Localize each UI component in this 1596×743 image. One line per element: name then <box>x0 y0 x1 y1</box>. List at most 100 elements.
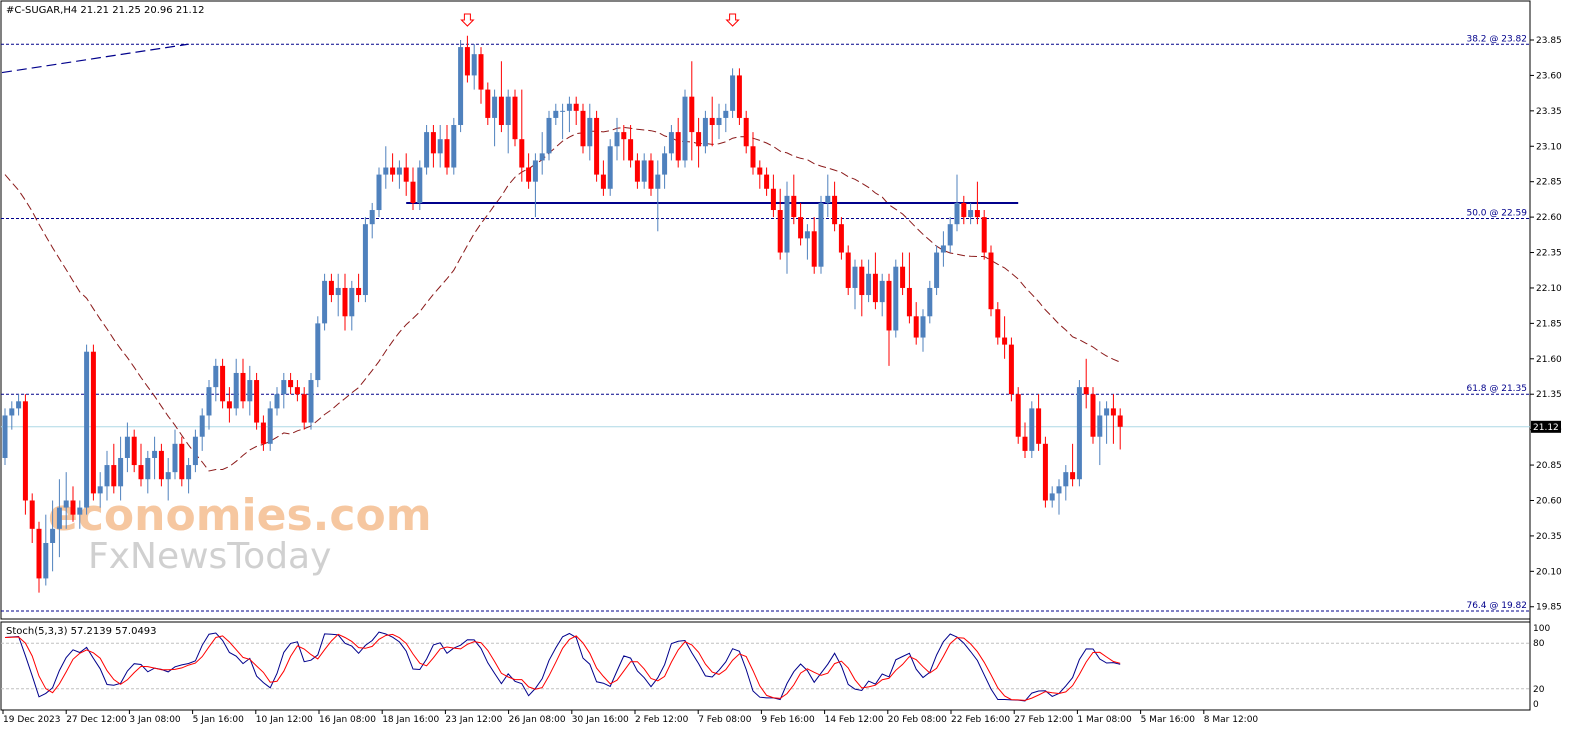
candle-body-147 <box>1002 337 1008 345</box>
candle-body-13 <box>90 351 96 494</box>
candle-body-64 <box>437 139 443 154</box>
candle-body-113 <box>770 188 776 211</box>
candle-body-127 <box>866 273 872 296</box>
candle-body-154 <box>1049 493 1055 501</box>
candle-body-115 <box>784 195 790 253</box>
candle-body-149 <box>1015 394 1021 437</box>
candle-body-97 <box>662 153 668 175</box>
candle-body-150 <box>1022 436 1028 451</box>
candle-body-153 <box>1042 443 1048 501</box>
candle-body-71 <box>485 89 491 118</box>
candle-body-30 <box>206 387 212 416</box>
candle-body-21 <box>145 457 151 480</box>
candle-body-12 <box>84 351 90 508</box>
time-tick-label: 3 Jan 08:00 <box>129 715 181 725</box>
candle-body-118 <box>804 231 810 239</box>
time-tick-label: 14 Feb 12:00 <box>825 715 884 725</box>
watermark: economies.com FxNewsToday <box>48 490 432 577</box>
candle-body-5 <box>36 528 42 579</box>
time-tick-label: 19 Dec 2023 <box>3 715 61 725</box>
fib-label-1: 50.0 @ 22.59 <box>1466 209 1527 219</box>
candle-body-10 <box>70 500 76 515</box>
stoch-header: Stoch(5,3,3) 57.2139 57.0493 <box>6 626 157 637</box>
candle-body-140 <box>954 202 960 225</box>
candle-body-107 <box>730 75 736 111</box>
candle-body-20 <box>138 465 144 480</box>
candle-body-93 <box>634 160 640 182</box>
down-arrow-icon <box>460 13 475 27</box>
candle-body-156 <box>1063 472 1069 487</box>
time-tick-label: 27 Feb 12:00 <box>1014 715 1073 725</box>
watermark-line1: economies.com <box>48 490 432 541</box>
price-tick-label: 19.85 <box>1536 603 1562 613</box>
candle-body-84 <box>573 103 579 111</box>
candle-body-2 <box>16 401 22 409</box>
candle-body-33 <box>226 401 232 409</box>
candle-body-151 <box>1029 408 1035 451</box>
time-tick-label: 18 Jan 16:00 <box>382 715 439 725</box>
candle-body-7 <box>50 528 56 543</box>
candle-body-6 <box>43 542 49 579</box>
candle-body-54 <box>369 210 375 225</box>
time-tick-label: 16 Jan 08:00 <box>319 715 376 725</box>
stoch-tick-label: 80 <box>1533 639 1545 649</box>
candle-body-45 <box>308 380 314 423</box>
candle-body-152 <box>1036 408 1042 444</box>
stoch-panel <box>0 621 1531 711</box>
candle-body-126 <box>859 266 865 296</box>
candle-body-14 <box>97 486 103 494</box>
time-tick-label: 22 Feb 16:00 <box>951 715 1010 725</box>
candle-body-77 <box>526 167 532 182</box>
price-tick-label: 20.10 <box>1536 567 1562 577</box>
time-tick-label: 5 Jan 16:00 <box>193 715 245 725</box>
candle-body-36 <box>247 380 253 402</box>
candle-body-82 <box>560 110 566 112</box>
candle-body-41 <box>281 380 287 395</box>
candle-body-58 <box>396 167 402 175</box>
candle-body-42 <box>288 380 294 388</box>
candle-body-73 <box>498 96 504 126</box>
price-tick-label: 20.85 <box>1536 461 1562 471</box>
candle-body-128 <box>872 273 878 303</box>
candle-body-132 <box>900 266 906 288</box>
price-tick-label: 21.60 <box>1536 355 1562 365</box>
stoch-main-line <box>4 631 1121 702</box>
candle-body-90 <box>614 132 620 147</box>
candle-body-29 <box>199 415 205 437</box>
candle-body-100 <box>682 96 688 161</box>
time-tick-label: 23 Jan 12:00 <box>445 715 502 725</box>
candle-body-19 <box>131 436 137 466</box>
candle-body-135 <box>920 316 926 338</box>
candle-body-162 <box>1104 408 1110 416</box>
candle-body-111 <box>757 167 763 175</box>
candle-body-25 <box>172 443 178 473</box>
candle-body-89 <box>607 146 613 189</box>
candle-body-96 <box>655 174 661 189</box>
down-arrow-icon <box>725 13 740 27</box>
candle-body-67 <box>458 47 464 126</box>
candle-body-160 <box>1090 394 1096 437</box>
time-tick-label: 26 Jan 08:00 <box>509 715 566 725</box>
candle-body-80 <box>546 117 552 154</box>
candle-body-143 <box>974 210 980 218</box>
symbol-header: #C-SUGAR,H4 21.21 21.25 20.96 21.12 <box>6 5 204 16</box>
candle-body-145 <box>988 252 994 310</box>
price-tick-label: 21.35 <box>1536 390 1562 400</box>
candle-body-79 <box>539 153 545 161</box>
candle-body-129 <box>879 280 885 303</box>
candle-body-136 <box>927 287 933 317</box>
candle-body-61 <box>417 167 423 203</box>
time-axis: 19 Dec 2023 27 Dec 12:00 3 Jan 08:00 5 Jan … <box>2 710 1258 725</box>
candle-body-74 <box>505 96 511 126</box>
fib-label-3: 76.4 @ 19.82 <box>1466 601 1527 611</box>
candle-body-75 <box>512 96 518 140</box>
candle-body-0 <box>2 415 8 458</box>
stoch-tick-label: 20 <box>1533 685 1545 695</box>
candle-body-50 <box>342 287 348 317</box>
candle-body-125 <box>852 266 858 288</box>
candle-body-95 <box>648 160 654 189</box>
time-tick-label: 27 Dec 12:00 <box>66 715 127 725</box>
candle-body-48 <box>328 280 334 296</box>
candle-body-62 <box>424 132 430 168</box>
candle-body-9 <box>63 500 69 508</box>
